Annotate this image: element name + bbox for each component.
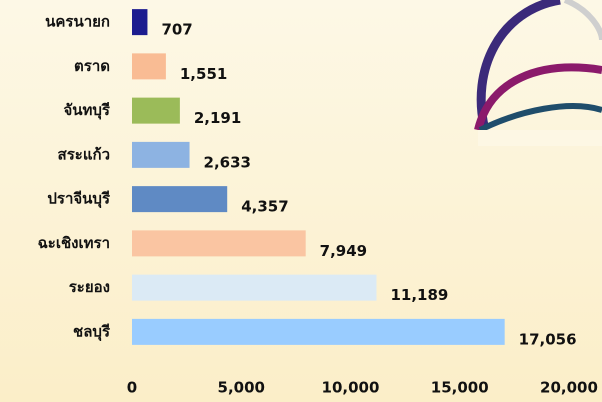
y-tick-label: จันทบุรี bbox=[63, 101, 110, 120]
bar bbox=[132, 98, 180, 124]
bar bbox=[132, 53, 166, 79]
bar bbox=[132, 9, 147, 35]
value-label: 2,633 bbox=[204, 153, 251, 171]
y-tick-label: ระยอง bbox=[69, 278, 110, 296]
bar bbox=[132, 186, 227, 212]
value-label: 4,357 bbox=[241, 198, 288, 216]
chart: 0 5,000 10,000 15,000 20,000 นครนายก 707 ตราด 1,… bbox=[0, 0, 602, 402]
value-label: 11,189 bbox=[390, 286, 448, 304]
bar bbox=[132, 275, 376, 301]
value-label: 1,551 bbox=[180, 65, 227, 83]
y-tick-label: นครนายก bbox=[45, 13, 110, 31]
x-tick-label: 15,000 bbox=[431, 379, 489, 397]
bar bbox=[132, 142, 190, 168]
y-tick-label: สระแก้ว bbox=[58, 145, 110, 163]
y-tick-label: ตราด bbox=[74, 57, 110, 75]
y-tick-label: ฉะเชิงเทรา bbox=[38, 234, 110, 252]
x-tick-label: 20,000 bbox=[540, 379, 598, 397]
value-label: 707 bbox=[161, 21, 192, 39]
bar bbox=[132, 230, 306, 256]
value-label: 17,056 bbox=[519, 330, 577, 348]
value-label: 2,191 bbox=[194, 109, 241, 127]
y-tick-label: ปราจีนบุรี bbox=[47, 190, 111, 209]
bar bbox=[132, 319, 505, 345]
x-tick-label: 5,000 bbox=[218, 379, 265, 397]
y-tick-label: ชลบุรี bbox=[73, 322, 111, 341]
x-tick-label: 10,000 bbox=[322, 379, 380, 397]
value-label: 7,949 bbox=[320, 242, 367, 260]
x-tick-label: 0 bbox=[127, 379, 137, 397]
